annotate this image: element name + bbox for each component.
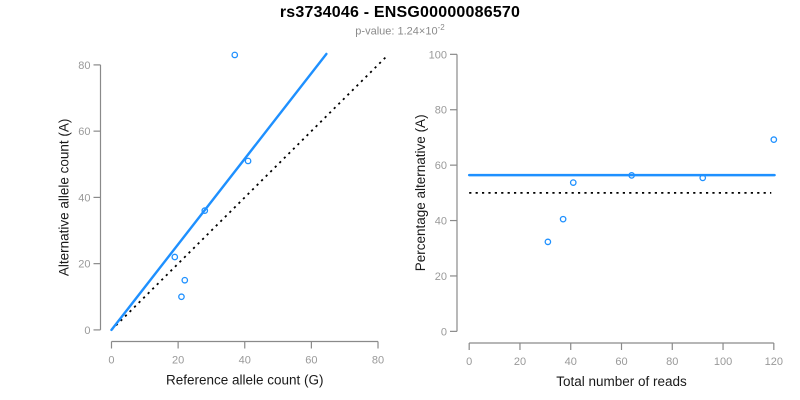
x-tick-label: 100 bbox=[714, 356, 732, 368]
y-tick-label: 20 bbox=[435, 271, 447, 283]
y-tick-label: 60 bbox=[78, 126, 90, 138]
data-point bbox=[770, 136, 778, 144]
y-tick-label: 80 bbox=[78, 60, 90, 72]
x-tick-label: 0 bbox=[466, 356, 472, 368]
x-tick-label: 40 bbox=[565, 356, 577, 368]
y-axis-title: Percentage alternative (A) bbox=[413, 114, 428, 271]
data-point bbox=[559, 215, 567, 223]
pvalue-subtitle: p-value: 1.24×10-2 bbox=[0, 23, 800, 38]
y-tick-label: 40 bbox=[435, 216, 447, 228]
data-point bbox=[699, 174, 707, 182]
pvalue-text: p-value: 1.24×10 bbox=[355, 25, 438, 38]
x-tick-label: 60 bbox=[615, 356, 627, 368]
y-tick-label: 20 bbox=[78, 259, 90, 271]
data-point bbox=[244, 157, 252, 165]
data-point bbox=[231, 51, 239, 59]
x-tick-label: 20 bbox=[514, 356, 526, 368]
y-tick-label: 40 bbox=[78, 192, 90, 204]
page-title: rs3734046 - ENSG00000086570 bbox=[279, 4, 521, 21]
data-point bbox=[628, 172, 636, 179]
data-point bbox=[201, 207, 209, 214]
data-point bbox=[181, 276, 189, 284]
y-tick-label: 80 bbox=[435, 105, 447, 117]
y-axis-title: Alternative allele count (A) bbox=[57, 119, 72, 277]
x-tick-label: 120 bbox=[765, 356, 783, 368]
x-tick-label: 0 bbox=[108, 355, 114, 367]
x-tick-label: 20 bbox=[172, 355, 184, 367]
identity-line bbox=[110, 54, 389, 331]
y-tick-label: 0 bbox=[441, 326, 447, 338]
data-point bbox=[544, 238, 552, 246]
x-tick-label: 80 bbox=[372, 355, 384, 367]
x-axis-title: Total number of reads bbox=[556, 374, 687, 389]
data-point bbox=[178, 293, 185, 301]
x-tick-label: 40 bbox=[239, 355, 251, 367]
pvalue-exponent: -2 bbox=[437, 23, 445, 32]
y-tick-label: 0 bbox=[84, 325, 90, 337]
x-axis-title: Reference allele count (G) bbox=[166, 373, 324, 388]
fit-line bbox=[110, 52, 328, 332]
x-tick-label: 60 bbox=[305, 355, 317, 367]
data-point bbox=[569, 179, 577, 186]
y-tick-label: 100 bbox=[429, 49, 447, 61]
x-tick-label: 80 bbox=[666, 356, 678, 368]
y-tick-label: 60 bbox=[435, 160, 447, 172]
data-point bbox=[171, 253, 179, 261]
